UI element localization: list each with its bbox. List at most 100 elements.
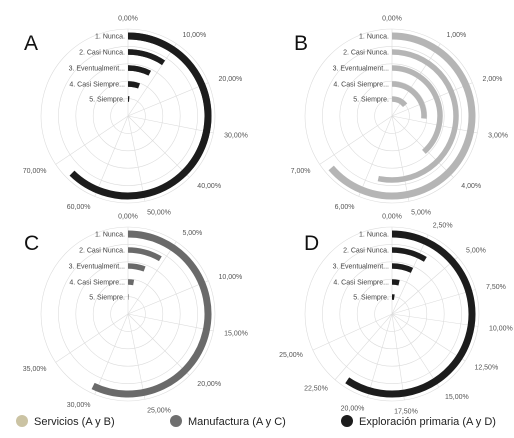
legend-swatch [170,415,182,427]
grid-spoke [127,313,190,376]
angle-tick-label: 35,00% [23,366,47,373]
bar-b-servicios-cat2 [377,49,459,183]
angle-tick-label: 10,00% [219,274,243,281]
grid-spoke [358,115,393,197]
grid-spoke [391,289,476,315]
radial-chart-c: 0,00% 5,00% 10,00% 15,00% 20,00% 25,00% 30,00%… [23,214,248,415]
grid-spoke [391,313,466,362]
grid-spoke [319,115,393,165]
angle-tick-label: 7,50% [486,284,506,291]
grid-spoke [391,234,429,315]
category-label: 5. Siempre. [89,295,125,302]
bar-c-manufactura-cat4 [127,279,135,286]
legend-label: Manufactura (A y C) [188,416,286,428]
angle-tick-label: 2,50% [433,222,453,229]
grid-spoke [127,115,146,202]
angle-tick-label: 0,00% [118,214,138,221]
angle-tick-label: 50,00% [147,210,171,217]
angle-tick-label: 60,00% [67,204,91,211]
radial-chart-d: 0,00% 2,50% 5,00% 7,50% 10,00% 12,50% 15,00% 17… [279,214,513,416]
category-label: 4. Casi Siempre... [69,280,125,287]
bar-a-exploracion-cat3 [127,65,152,76]
angle-tick-label: 6,00% [335,204,355,211]
grid-spoke [391,115,410,202]
grid-spoke [391,115,454,178]
bar-a-exploracion-cat2 [127,49,166,66]
angle-tick-label: 30,00% [67,402,91,409]
bar-c-manufactura-cat2 [127,247,162,262]
legend-item: Manufactura (A y C) [170,415,286,428]
panel-letter: D [304,232,319,255]
angle-tick-label: 15,00% [445,394,469,401]
angle-tick-label: 1,00% [446,32,466,39]
angle-tick-label: 70,00% [23,168,47,175]
bar-a-exploracion-cat4 [127,81,141,89]
category-label: 1. Nunca. [359,34,389,41]
angle-tick-label: 3,00% [488,133,508,140]
angle-tick-label: 5,00% [182,230,202,237]
category-label: 5. Siempre. [353,295,389,302]
category-label: 1. Nunca. [95,232,125,239]
grid-spoke [127,115,214,134]
bar-d-exploracion-cat4 [391,279,400,286]
angle-tick-label: 17,50% [394,409,418,416]
bar-a-exploracion-cat1 [69,32,212,200]
radial-chart-a: 0,00% 10,00% 20,00% 30,00% 40,00% 50,00% 60,00… [23,16,248,217]
grid-spoke [127,313,146,400]
grid-spoke [94,313,129,395]
grid-spoke [391,313,479,327]
bar-d-exploracion-cat2 [391,247,427,262]
angle-tick-label: 25,00% [147,408,171,415]
angle-tick-label: 15,00% [224,331,248,338]
category-label: 5. Siempre. [353,97,389,104]
grid-spoke [127,82,209,117]
panel-letter: A [24,32,38,55]
grid-spoke [312,313,393,351]
grid-spoke [127,313,214,332]
legend-item: Exploración primaria (A y D) [341,415,496,428]
grid-spoke [367,313,393,398]
angle-tick-label: 10,00% [182,32,206,39]
angle-tick-label: 5,00% [466,247,486,254]
category-label: 1. Nunca. [359,232,389,239]
radial-chart-b: 0,00% 1,00% 2,00% 3,00% 4,00% 5,00% 6,00% 7,00%… [291,16,508,217]
panel-letter: B [294,32,308,55]
category-label: 2. Casi Nunca. [79,248,125,255]
angle-tick-label: 12,50% [474,364,498,371]
bar-b-servicios-cat1 [328,32,476,200]
category-label: 4. Casi Siempre... [69,82,125,89]
grid-spoke [127,43,177,117]
grid-spoke [391,115,478,134]
category-label: 3. Eventualment... [333,264,389,271]
category-label: 3. Eventualment... [69,264,125,271]
angle-tick-label: 20,00% [219,76,243,83]
grid-spoke [94,115,129,197]
angle-tick-label: 10,00% [489,325,513,332]
bar-c-manufactura-cat3 [127,263,146,272]
angle-tick-label: 7,00% [291,168,311,175]
category-label: 4. Casi Siempre... [333,280,389,287]
panel-letter: C [24,232,39,255]
angle-tick-label: 5,00% [411,210,431,217]
legend-item: Servicios (A y B) [16,415,115,428]
grid-spoke [391,313,440,388]
bar-b-servicios-cat3 [391,65,443,154]
grid-spoke [391,82,473,117]
angle-tick-label: 25,00% [279,352,303,359]
angle-tick-label: 20,00% [341,406,365,413]
category-label: 2. Casi Nunca. [79,50,125,57]
legend-swatch [341,415,353,427]
grid-spoke [391,313,405,401]
category-label: 3. Eventualment... [333,66,389,73]
category-label: 3. Eventualment... [69,66,125,73]
bar-b-servicios-cat5 [391,96,408,108]
angle-tick-label: 20,00% [197,381,221,388]
legend-label: Exploración primaria (A y D) [359,416,496,428]
bar-d-exploracion-cat3 [391,263,414,273]
angle-tick-label: 4,00% [461,183,481,190]
grid-spoke [127,280,209,315]
radial-charts-group: 0,00% 10,00% 20,00% 30,00% 40,00% 50,00% 60,00… [23,16,513,416]
legend-label: Servicios (A y B) [34,416,115,428]
category-label: 2. Casi Nunca. [343,248,389,255]
